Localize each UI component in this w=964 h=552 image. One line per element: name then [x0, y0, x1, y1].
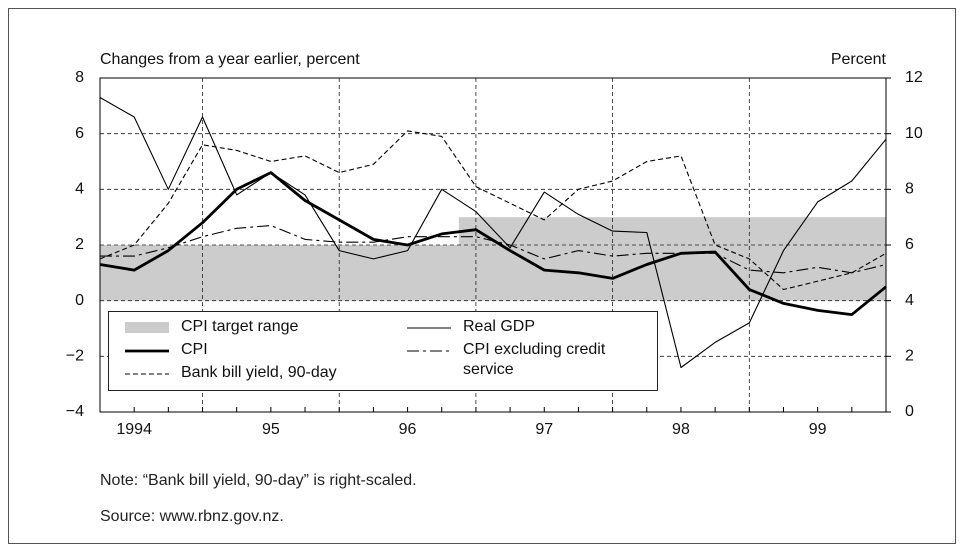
- target-band: [663, 217, 699, 301]
- y2-axis-label: Percent: [831, 51, 887, 68]
- y2-tick-label: 4: [905, 292, 914, 309]
- series-line: [99, 97, 887, 369]
- target-band: [253, 245, 289, 301]
- legend-swatch: [125, 322, 169, 333]
- y2-tick-label: 10: [905, 125, 923, 142]
- y2-tick-label: 6: [905, 236, 914, 253]
- legend-item: CPI excluding credit service: [405, 340, 633, 380]
- y-tick-label: −4: [66, 403, 84, 420]
- target-band: [219, 245, 255, 301]
- legend: CPI target range CPI Bank bill yield, 90-d…: [108, 311, 658, 391]
- target-band: [561, 217, 597, 301]
- target-band: [151, 245, 186, 301]
- target-band: [356, 245, 391, 301]
- y-tick-label: 4: [75, 181, 84, 198]
- y2-tick-label: 2: [905, 348, 914, 365]
- legend-swatch: [125, 373, 169, 375]
- target-band: [766, 217, 802, 301]
- x-tick-label: 98: [672, 421, 690, 438]
- y-tick-label: 6: [75, 125, 84, 142]
- legend-item: Bank bill yield, 90-day: [123, 363, 351, 383]
- y-tick-label: 2: [75, 236, 84, 253]
- target-band: [100, 245, 118, 301]
- legend-label: Bank bill yield, 90-day: [181, 364, 337, 381]
- legend-label: CPI: [181, 341, 208, 358]
- series-line: [99, 171, 887, 316]
- outer-frame: [8, 8, 956, 544]
- x-tick-label: 97: [535, 421, 553, 438]
- legend-swatch: [407, 350, 451, 352]
- x-tick-label: 1994: [116, 421, 152, 438]
- legend-column: CPI target range CPI Bank bill yield, 90-d…: [123, 317, 351, 386]
- legend-item: CPI target range: [123, 317, 351, 337]
- target-band: [868, 217, 887, 301]
- x-tick-label: 95: [262, 421, 280, 438]
- legend-swatch: [407, 327, 451, 329]
- legend-swatch-band: [125, 322, 169, 333]
- legend-item: CPI: [123, 340, 351, 360]
- series-line: [100, 224, 887, 274]
- y2-tick-label: 12: [905, 69, 923, 86]
- legend-swatch: [125, 349, 169, 353]
- y2-tick-label: 0: [905, 403, 914, 420]
- target-band: [117, 245, 152, 301]
- source: Source: www.rbnz.gov.nz.: [100, 508, 284, 525]
- target-band: [800, 217, 836, 301]
- y2-tick-label: 8: [905, 181, 914, 198]
- target-band: [698, 217, 733, 301]
- x-tick-label: 99: [809, 421, 827, 438]
- target-band: [424, 245, 460, 301]
- note: Note: “Bank bill yield, 90-day” is right…: [100, 472, 417, 489]
- legend-label: Real GDP: [463, 318, 536, 335]
- target-band: [834, 217, 870, 301]
- y-tick-label: 0: [75, 292, 84, 309]
- x-tick-label: 96: [399, 421, 417, 438]
- target-band: [390, 245, 426, 301]
- target-band: [629, 217, 665, 301]
- target-band: [287, 245, 323, 301]
- legend-column: Real GDP CPI excluding credit service: [405, 317, 633, 383]
- y-axis-label: Changes from a year earlier, percent: [100, 51, 360, 68]
- legend-label: CPI excluding credit service: [463, 341, 606, 378]
- legend-label: CPI target range: [181, 318, 299, 335]
- y-tick-label: −2: [66, 348, 84, 365]
- legend-item: Real GDP: [405, 317, 633, 337]
- y-tick-label: 8: [75, 69, 84, 86]
- series-line: [99, 130, 887, 291]
